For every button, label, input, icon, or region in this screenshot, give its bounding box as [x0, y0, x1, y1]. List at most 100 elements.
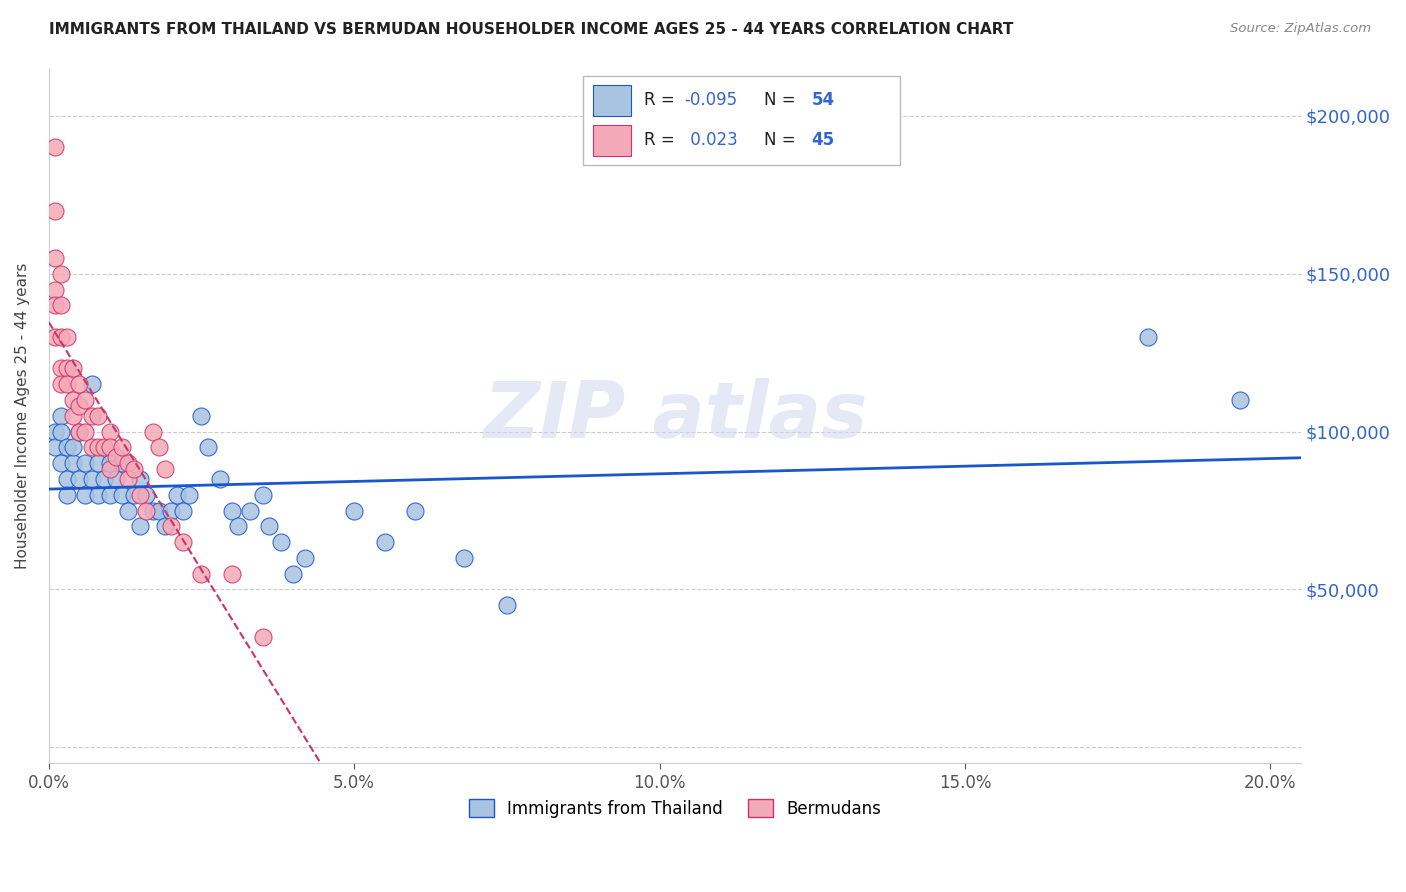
Text: R =: R =: [644, 131, 679, 150]
FancyBboxPatch shape: [593, 85, 631, 116]
Point: [44, 298, 66, 312]
Point: [49, 267, 72, 281]
Point: [75, 488, 97, 502]
Point: [111, 441, 134, 455]
Point: [44, 441, 66, 455]
Point: [343, 503, 366, 517]
Point: [75, 456, 97, 470]
Point: [44, 251, 66, 265]
Point: [453, 550, 475, 565]
Point: [294, 550, 316, 565]
Point: [117, 503, 139, 517]
Point: [75, 392, 97, 407]
Text: R =: R =: [644, 91, 679, 110]
Point: [208, 472, 231, 486]
Point: [179, 488, 201, 502]
Point: [56, 377, 79, 392]
Point: [104, 450, 127, 464]
Point: [49, 456, 72, 470]
Point: [98, 462, 121, 476]
Point: [122, 462, 145, 476]
Point: [172, 535, 194, 549]
Point: [67, 425, 90, 439]
Point: [67, 400, 90, 414]
Point: [98, 425, 121, 439]
Point: [142, 425, 165, 439]
Point: [56, 472, 79, 486]
Point: [86, 441, 108, 455]
Point: [56, 361, 79, 376]
Point: [98, 441, 121, 455]
Point: [404, 503, 426, 517]
Point: [1229, 392, 1251, 407]
Point: [153, 462, 176, 476]
Point: [104, 472, 127, 486]
Point: [160, 503, 183, 517]
Point: [56, 330, 79, 344]
Text: 54: 54: [811, 91, 834, 110]
Point: [111, 488, 134, 502]
Point: [80, 441, 103, 455]
Point: [117, 456, 139, 470]
Point: [160, 519, 183, 533]
Point: [239, 503, 262, 517]
Point: [135, 503, 157, 517]
Point: [257, 519, 280, 533]
Point: [49, 330, 72, 344]
Point: [111, 456, 134, 470]
Text: Source: ZipAtlas.com: Source: ZipAtlas.com: [1230, 22, 1371, 36]
Point: [129, 519, 152, 533]
Y-axis label: Householder Income Ages 25 - 44 years: Householder Income Ages 25 - 44 years: [15, 262, 30, 569]
Point: [75, 425, 97, 439]
Point: [67, 425, 90, 439]
Point: [62, 456, 84, 470]
Point: [172, 503, 194, 517]
FancyBboxPatch shape: [583, 76, 900, 165]
Point: [93, 472, 115, 486]
Point: [117, 472, 139, 486]
Text: ZIP atlas: ZIP atlas: [482, 378, 868, 454]
Point: [49, 361, 72, 376]
Point: [56, 441, 79, 455]
Point: [67, 472, 90, 486]
Point: [226, 519, 249, 533]
Text: N =: N =: [763, 91, 800, 110]
Text: IMMIGRANTS FROM THAILAND VS BERMUDAN HOUSEHOLDER INCOME AGES 25 - 44 YEARS CORRE: IMMIGRANTS FROM THAILAND VS BERMUDAN HOU…: [49, 22, 1014, 37]
Text: N =: N =: [763, 131, 800, 150]
Point: [49, 377, 72, 392]
Point: [98, 488, 121, 502]
Point: [153, 519, 176, 533]
Point: [98, 456, 121, 470]
Point: [49, 298, 72, 312]
Point: [44, 330, 66, 344]
Point: [44, 283, 66, 297]
Point: [62, 409, 84, 423]
Point: [80, 472, 103, 486]
Point: [86, 456, 108, 470]
Point: [56, 488, 79, 502]
Point: [122, 488, 145, 502]
Point: [44, 140, 66, 154]
Point: [93, 441, 115, 455]
Point: [86, 409, 108, 423]
Point: [496, 599, 519, 613]
Point: [190, 409, 212, 423]
Point: [129, 472, 152, 486]
Point: [44, 425, 66, 439]
Point: [129, 488, 152, 502]
Point: [1137, 330, 1160, 344]
Point: [252, 488, 274, 502]
Point: [67, 377, 90, 392]
Point: [221, 566, 243, 581]
Point: [44, 203, 66, 218]
Point: [252, 630, 274, 644]
Point: [80, 377, 103, 392]
Point: [86, 488, 108, 502]
Point: [148, 503, 170, 517]
Point: [281, 566, 304, 581]
Point: [148, 441, 170, 455]
Point: [374, 535, 396, 549]
Point: [80, 409, 103, 423]
Point: [49, 409, 72, 423]
Point: [197, 441, 219, 455]
